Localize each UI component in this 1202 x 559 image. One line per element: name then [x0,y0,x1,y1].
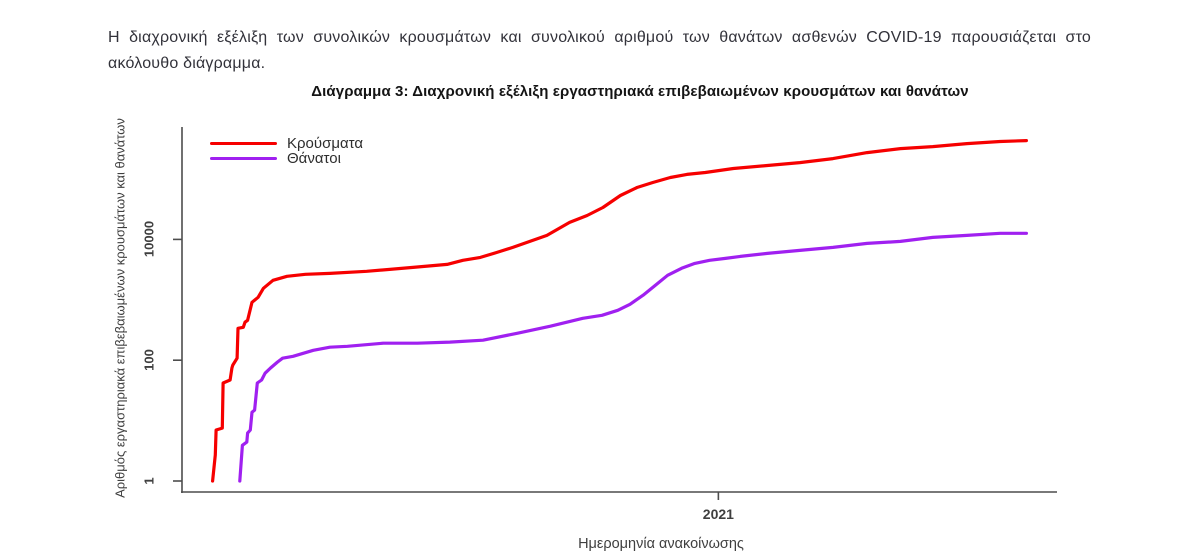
legend-swatch-cases-line [210,141,277,146]
legend-label-cases: Κρούσματα [287,135,364,152]
intro-paragraph: Η διαχρονική εξέλιξη των συνολικών κρουσ… [108,29,1091,72]
chart-legend: Κρούσματα Θάνατοι [210,136,363,166]
y-tick-label: 10000 [141,221,157,258]
legend-item-deaths: Θάνατοι [210,151,363,166]
y-tick-label: 1 [141,477,157,485]
legend-swatch-deaths-line [210,156,277,161]
deaths-line [238,231,1029,483]
y-tick-label: 100 [141,349,157,372]
legend-item-cases: Κρούσματα [210,136,363,151]
legend-label-deaths: Θάνατοι [287,150,341,167]
x-tick-label: 2021 [702,506,734,522]
cases-line [211,139,1029,483]
chart-title: Διάγραμμα 3: Διαχρονική εξέλιξη εργαστηρ… [311,83,969,100]
y-axis-label: Αριθμός εργαστηριακά επιβεβαιωμένων κρου… [112,118,128,498]
x-axis-label: Ημερομηνία ανακοίνωσης [578,536,744,552]
